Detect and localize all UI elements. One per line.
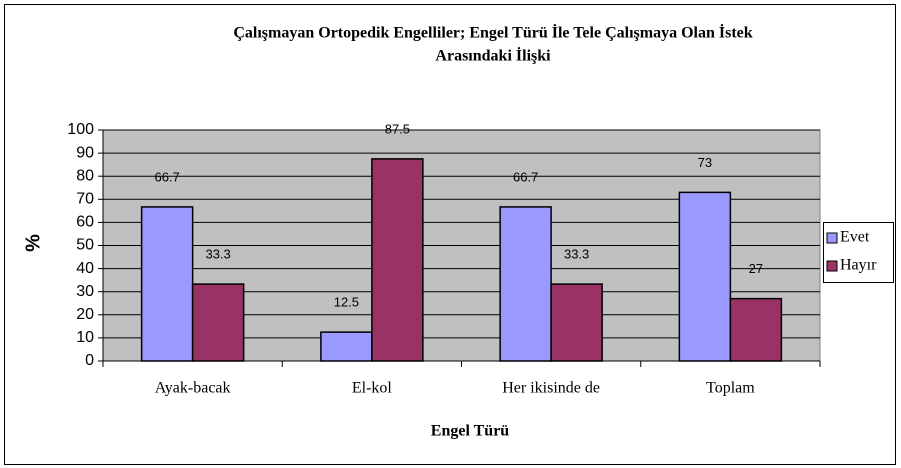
x-tick-label: Her ikisinde de bbox=[502, 380, 600, 397]
bar bbox=[729, 297, 783, 362]
data-label: 73 bbox=[698, 155, 712, 170]
x-axis-label: Engel Türü bbox=[431, 423, 510, 440]
bar bbox=[320, 331, 373, 362]
legend-swatch bbox=[826, 260, 838, 272]
data-label: 33.3 bbox=[205, 247, 230, 262]
y-tick-label: 40 bbox=[76, 260, 94, 277]
bar bbox=[371, 158, 424, 362]
y-tick-label: 80 bbox=[76, 167, 94, 184]
legend-label: Evet bbox=[840, 229, 870, 246]
y-tick-label: 100 bbox=[67, 121, 94, 138]
y-tick-label: 20 bbox=[76, 306, 94, 323]
bar bbox=[191, 283, 245, 362]
y-tick-label: 0 bbox=[85, 352, 94, 369]
data-label: 12.5 bbox=[334, 295, 359, 310]
bar bbox=[499, 206, 552, 362]
data-label: 66.7 bbox=[154, 169, 179, 184]
y-tick-label: 10 bbox=[76, 329, 94, 346]
chart-title: Arasındaki İlişki bbox=[435, 46, 551, 65]
legend-swatch bbox=[826, 232, 838, 244]
x-tick-label: Ayak-bacak bbox=[155, 380, 231, 397]
data-label: 66.7 bbox=[513, 169, 538, 184]
chart-title: Çalışmayan Ortopedik Engelliler; Engel T… bbox=[233, 23, 752, 42]
y-tick-label: 70 bbox=[76, 191, 94, 208]
data-label: 27 bbox=[749, 261, 763, 276]
bar bbox=[140, 206, 194, 362]
y-axis-label: % bbox=[22, 234, 44, 252]
y-tick-label: 50 bbox=[76, 237, 94, 254]
x-tick-label: Toplam bbox=[706, 380, 755, 397]
y-tick-label: 90 bbox=[76, 144, 94, 161]
data-label: 33.3 bbox=[564, 247, 589, 262]
legend-label: Hayır bbox=[840, 257, 877, 274]
x-tick-label: El-kol bbox=[352, 380, 393, 397]
y-tick-label: 30 bbox=[76, 283, 94, 300]
y-tick-label: 60 bbox=[76, 214, 94, 231]
data-label: 87.5 bbox=[385, 121, 410, 136]
bar bbox=[550, 283, 603, 362]
bar bbox=[678, 191, 732, 362]
